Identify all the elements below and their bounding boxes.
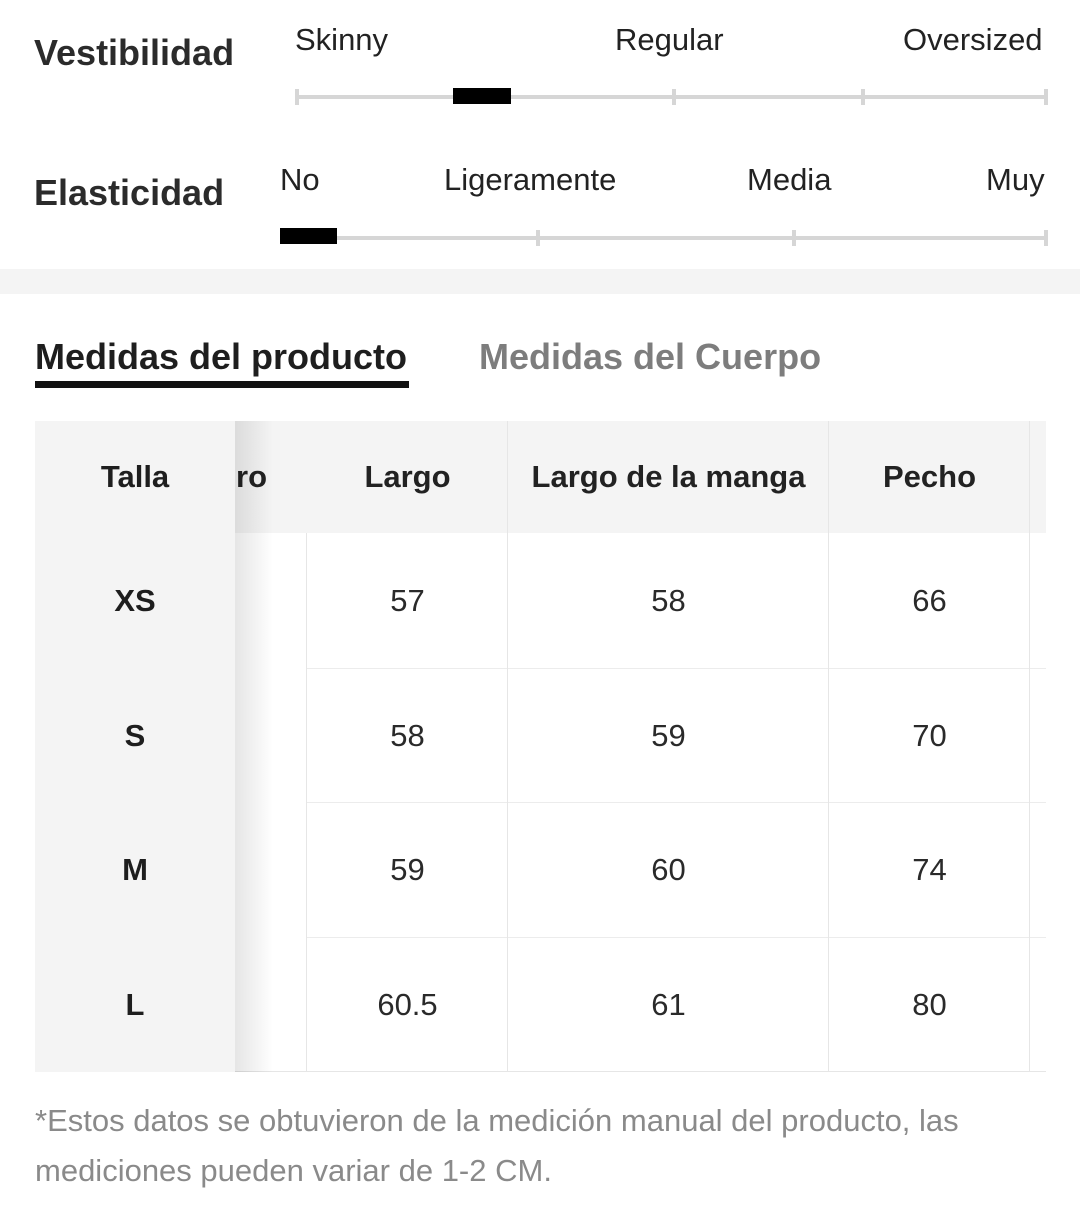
table-bottom-border — [35, 1071, 1046, 1072]
column-border — [507, 421, 508, 1072]
cell-size: XS — [114, 582, 156, 618]
elastic-option-no: No — [280, 162, 320, 197]
cell-manga: 60 — [651, 851, 686, 887]
cell-largo: 59 — [390, 851, 425, 887]
row-divider — [508, 668, 829, 669]
elasticidad-scale-track — [280, 236, 1048, 240]
tab-product-measurements[interactable]: Medidas del producto — [35, 336, 408, 377]
column-border — [1029, 421, 1030, 1072]
row-divider — [307, 802, 508, 803]
cell-pecho: 74 — [912, 851, 947, 887]
section-divider — [0, 269, 1080, 294]
fit-option-oversized: Oversized — [903, 22, 1043, 57]
cell-pecho: 66 — [912, 582, 947, 618]
column-largo-manga: Largo de la manga 58 59 60 61 — [508, 421, 829, 1072]
header-next-partial — [1030, 421, 1046, 533]
row-divider — [1030, 668, 1046, 669]
fit-option-regular: Regular — [615, 22, 724, 57]
column-largo: Largo 57 58 59 60.5 — [307, 421, 508, 1072]
elastic-option-muy: Muy — [986, 162, 1045, 197]
vestibilidad-tick — [672, 89, 676, 105]
row-divider — [1030, 937, 1046, 938]
header-talla: Talla — [35, 421, 235, 533]
header-largo: Largo — [307, 421, 508, 533]
elasticidad-tick — [792, 230, 796, 246]
vestibilidad-scale-track — [295, 95, 1048, 99]
cell-largo: 60.5 — [377, 986, 438, 1022]
elasticidad-label: Elasticidad — [34, 172, 225, 213]
cell-manga: 59 — [651, 717, 686, 753]
row-divider — [508, 802, 829, 803]
cell-manga: 58 — [651, 582, 686, 618]
cell-manga: 61 — [651, 986, 686, 1022]
cell-size: M — [122, 851, 148, 887]
header-largo-manga: Largo de la manga — [508, 421, 829, 533]
column-talla: Talla XS S M L — [35, 421, 235, 1072]
cell-largo: 57 — [390, 582, 425, 618]
row-divider — [829, 668, 1030, 669]
sticky-column-shadow — [235, 421, 273, 1072]
elasticidad-tick — [1044, 230, 1048, 246]
elasticidad-marker — [280, 228, 337, 244]
cell-size: L — [125, 986, 145, 1022]
elastic-option-media: Media — [747, 162, 832, 197]
fit-option-skinny: Skinny — [295, 22, 389, 57]
row-divider — [829, 937, 1030, 938]
elasticidad-tick — [536, 230, 540, 246]
cell-pecho: 70 — [912, 717, 947, 753]
vestibilidad-tick — [295, 89, 299, 105]
column-next-partial — [1030, 421, 1046, 1072]
partial-column-header-text: ro — [236, 421, 267, 533]
row-divider — [307, 937, 508, 938]
header-pecho: Pecho — [829, 421, 1030, 533]
cell-largo: 58 — [390, 717, 425, 753]
row-divider — [829, 802, 1030, 803]
column-border — [306, 421, 307, 1072]
cell-pecho: 80 — [912, 986, 947, 1022]
cell-size: S — [124, 717, 146, 753]
row-divider — [1030, 802, 1046, 803]
partial-column-header — [235, 421, 307, 533]
column-border — [828, 421, 829, 1072]
elastic-option-ligeramente: Ligeramente — [444, 162, 617, 197]
vestibilidad-marker — [453, 88, 512, 104]
row-divider — [508, 937, 829, 938]
vestibilidad-tick — [1044, 89, 1048, 105]
vestibilidad-label: Vestibilidad — [34, 32, 235, 73]
measurement-disclaimer: *Estos datos se obtuvieron de la medició… — [35, 1103, 959, 1188]
vestibilidad-tick — [861, 89, 865, 105]
active-tab-underline — [35, 381, 409, 388]
tab-body-measurements[interactable]: Medidas del Cuerpo — [479, 336, 822, 377]
row-divider — [307, 668, 508, 669]
size-table[interactable]: ro Largo 57 58 59 60.5 Largo de la manga… — [35, 421, 1046, 1072]
column-pecho: Pecho 66 70 74 80 — [829, 421, 1030, 1072]
